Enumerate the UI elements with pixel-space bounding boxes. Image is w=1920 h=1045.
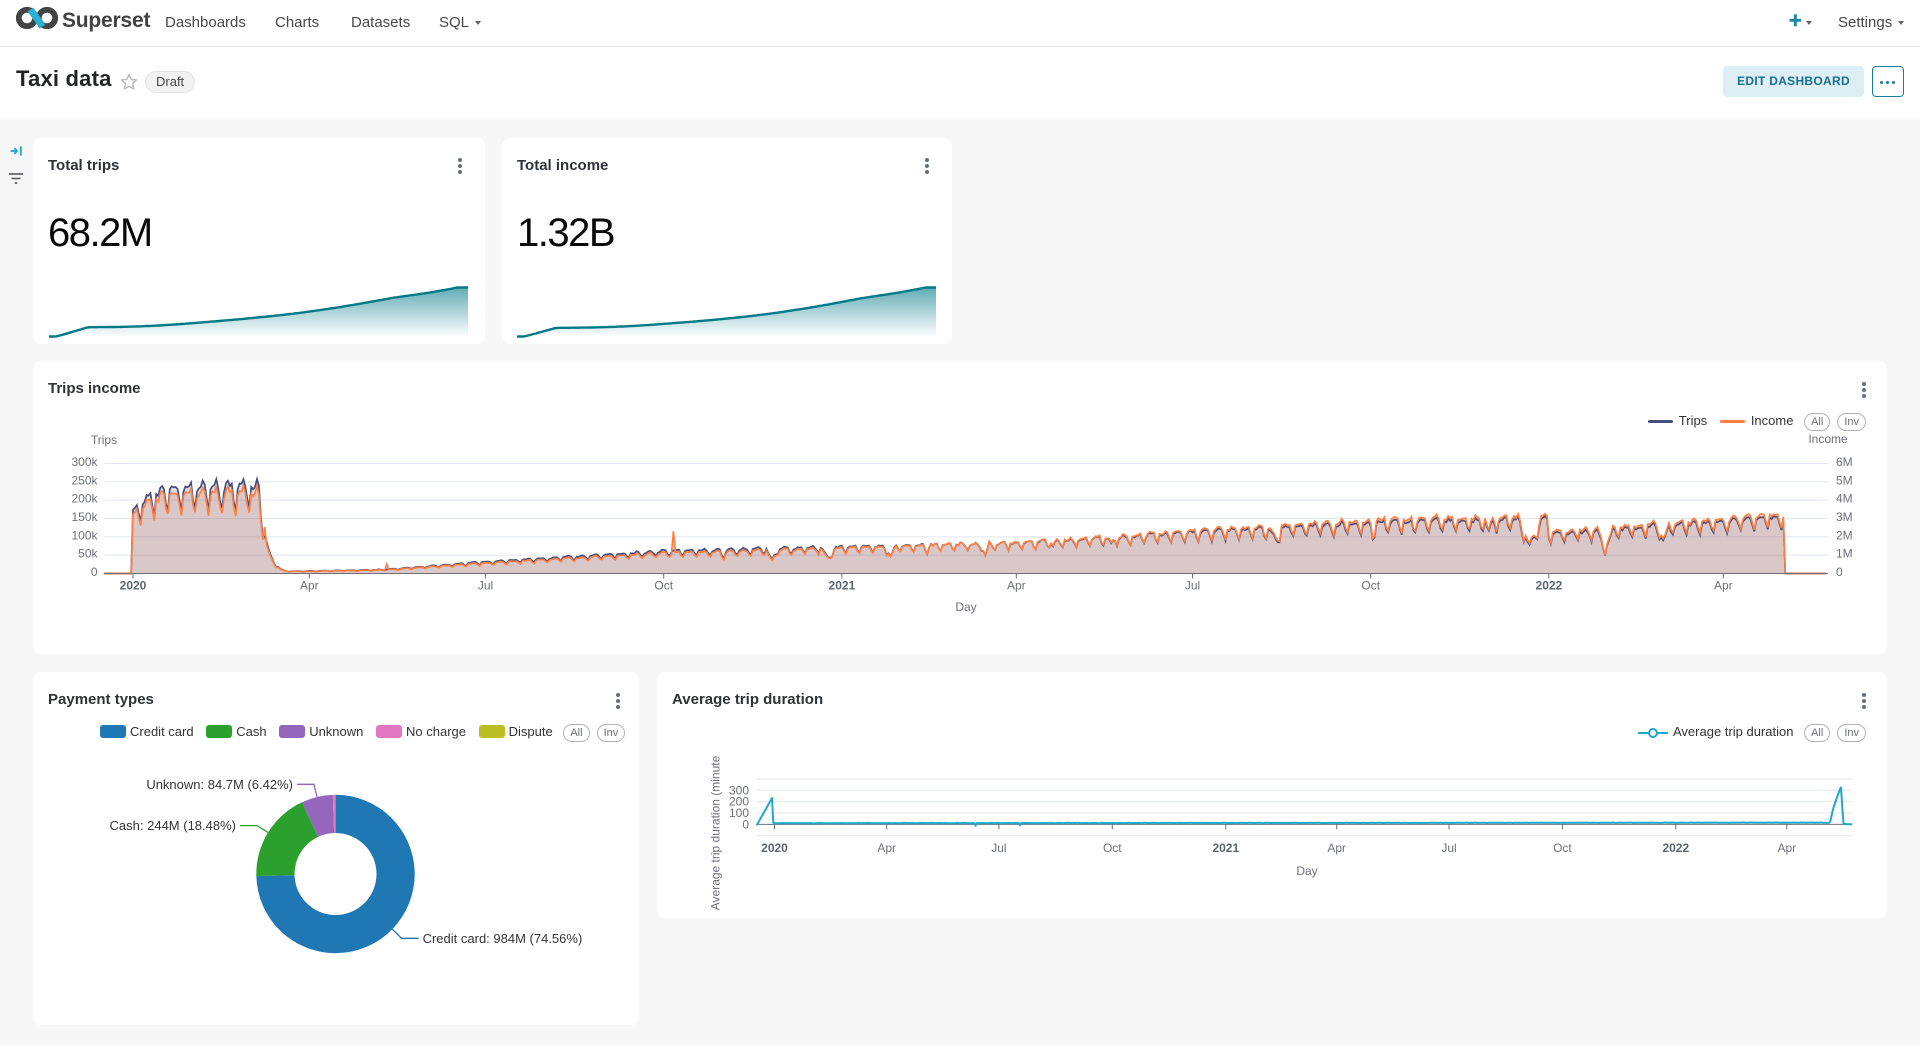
svg-text:Day: Day <box>1296 864 1317 878</box>
svg-text:200k: 200k <box>71 492 98 506</box>
svg-text:2M: 2M <box>1836 528 1853 542</box>
svg-text:Oct: Oct <box>654 579 673 593</box>
svg-text:2020: 2020 <box>761 841 788 855</box>
svg-text:Jul: Jul <box>1185 579 1200 593</box>
svg-text:Apr: Apr <box>300 579 319 593</box>
svg-text:0: 0 <box>742 817 749 831</box>
svg-text:Credit card: 984M (74.56%): Credit card: 984M (74.56%) <box>423 931 583 946</box>
svg-text:Apr: Apr <box>877 841 896 855</box>
svg-text:Jul: Jul <box>991 841 1006 855</box>
svg-text:0: 0 <box>1836 565 1843 579</box>
svg-text:3M: 3M <box>1836 510 1853 524</box>
svg-text:Jul: Jul <box>1441 841 1456 855</box>
svg-text:Income: Income <box>1808 432 1848 446</box>
svg-text:300: 300 <box>729 783 749 797</box>
svg-text:6M: 6M <box>1836 455 1853 469</box>
svg-text:100: 100 <box>729 806 749 820</box>
svg-text:Trips: Trips <box>91 433 117 447</box>
svg-text:4M: 4M <box>1836 492 1853 506</box>
svg-text:Oct: Oct <box>1361 579 1380 593</box>
svg-text:1M: 1M <box>1836 547 1853 561</box>
svg-text:5M: 5M <box>1836 473 1853 487</box>
svg-text:Average trip duration (minute: Average trip duration (minute <box>709 755 723 910</box>
svg-text:150k: 150k <box>71 510 98 524</box>
svg-text:Unknown: 84.7M (6.42%): Unknown: 84.7M (6.42%) <box>146 777 293 792</box>
svg-text:100k: 100k <box>71 528 98 542</box>
svg-text:Apr: Apr <box>1714 579 1733 593</box>
svg-text:250k: 250k <box>71 473 98 487</box>
svg-text:2020: 2020 <box>120 579 147 593</box>
svg-text:Day: Day <box>955 600 976 614</box>
svg-text:Jul: Jul <box>478 579 493 593</box>
svg-text:Cash: 244M (18.48%): Cash: 244M (18.48%) <box>110 818 236 833</box>
svg-text:300k: 300k <box>71 455 98 469</box>
svg-text:2022: 2022 <box>1662 841 1689 855</box>
svg-text:0: 0 <box>91 565 98 579</box>
svg-text:50k: 50k <box>78 547 98 561</box>
svg-text:2021: 2021 <box>829 579 856 593</box>
svg-text:Apr: Apr <box>1777 841 1796 855</box>
svg-text:Oct: Oct <box>1553 841 1572 855</box>
svg-text:Apr: Apr <box>1327 841 1346 855</box>
svg-text:Apr: Apr <box>1007 579 1026 593</box>
svg-text:2022: 2022 <box>1536 579 1563 593</box>
svg-text:200: 200 <box>729 795 749 809</box>
svg-text:2021: 2021 <box>1212 841 1239 855</box>
svg-text:Oct: Oct <box>1103 841 1122 855</box>
